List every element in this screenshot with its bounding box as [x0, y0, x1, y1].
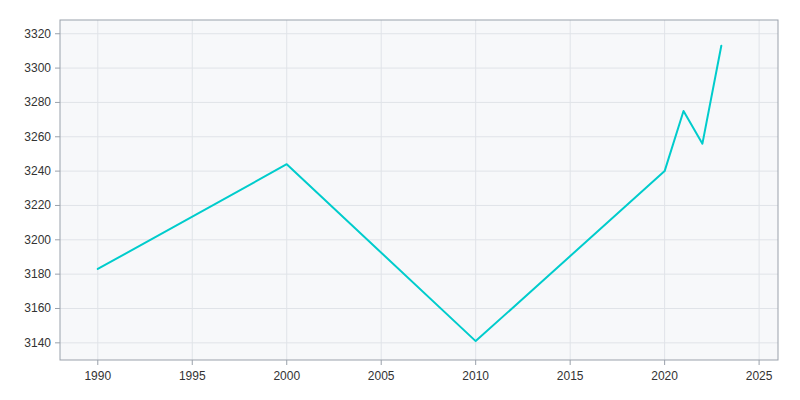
grid-line-y	[60, 136, 778, 137]
y-tick-label: 3200	[24, 233, 51, 247]
x-tick	[759, 360, 760, 365]
x-tick-label: 1995	[179, 369, 206, 383]
y-tick-label: 3140	[24, 336, 51, 350]
y-tick	[55, 274, 60, 275]
grid-line-x	[475, 20, 476, 360]
y-tick-label: 3240	[24, 164, 51, 178]
grid-line-x	[570, 20, 571, 360]
x-tick	[475, 360, 476, 365]
x-tick-label: 2000	[273, 369, 300, 383]
y-tick-label: 3180	[24, 267, 51, 281]
x-tick-label: 2015	[557, 369, 584, 383]
x-tick-label: 2010	[462, 369, 489, 383]
grid-line-y	[60, 239, 778, 240]
plot-background	[60, 20, 778, 360]
x-tick	[664, 360, 665, 365]
chart-container: 1990 1995 2000 2005 2010 2015 2020 2025 3140 3160…	[0, 0, 800, 400]
y-tick	[55, 68, 60, 69]
y-tick	[55, 205, 60, 206]
x-tick	[381, 360, 382, 365]
y-tick-label: 3160	[24, 301, 51, 315]
grid-line-x	[759, 20, 760, 360]
y-tick	[55, 239, 60, 240]
y-tick-label: 3280	[24, 95, 51, 109]
plot-frame	[60, 20, 778, 360]
x-tick-label: 2020	[651, 369, 678, 383]
y-tick-label: 3300	[24, 61, 51, 75]
grid-line-y	[60, 342, 778, 343]
grid-line-y	[60, 171, 778, 172]
x-tick-label: 2025	[746, 369, 773, 383]
x-tick	[192, 360, 193, 365]
grid-line-x	[381, 20, 382, 360]
grid-line-y	[60, 68, 778, 69]
chart-svg: 1990 1995 2000 2005 2010 2015 2020 2025 3140 3160…	[0, 0, 800, 400]
y-tick-label: 3220	[24, 198, 51, 212]
x-tick	[286, 360, 287, 365]
y-tick	[55, 102, 60, 103]
y-tick	[55, 342, 60, 343]
y-tick	[55, 136, 60, 137]
y-tick-label: 3260	[24, 130, 51, 144]
x-tick-label: 2005	[368, 369, 395, 383]
grid-line-y	[60, 308, 778, 309]
grid-line-y	[60, 274, 778, 275]
grid-line-y	[60, 33, 778, 34]
x-tick-label: 1990	[84, 369, 111, 383]
x-tick	[97, 360, 98, 365]
x-tick	[570, 360, 571, 365]
grid-line-x	[97, 20, 98, 360]
grid-line-x	[286, 20, 287, 360]
axes: 1990 1995 2000 2005 2010 2015 2020 2025 3140 3160…	[24, 27, 772, 383]
data-layer	[98, 46, 722, 341]
grid-line-x	[664, 20, 665, 360]
y-tick	[55, 171, 60, 172]
y-tick-label: 3320	[24, 27, 51, 41]
y-tick	[55, 33, 60, 34]
grid-line-y	[60, 205, 778, 206]
grid-line-y	[60, 102, 778, 103]
data-line	[98, 46, 722, 341]
grid	[60, 20, 778, 360]
grid-line-x	[192, 20, 193, 360]
y-tick	[55, 308, 60, 309]
